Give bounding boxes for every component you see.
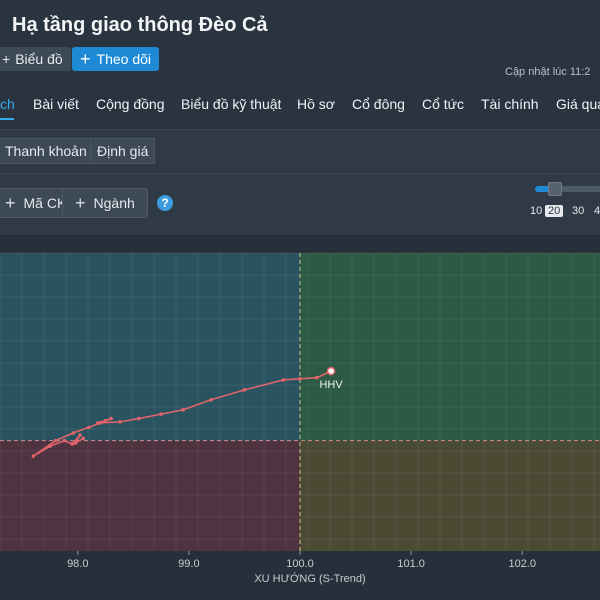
tab-shareholders[interactable]: Cổ đông: [352, 96, 405, 112]
series-point: [242, 388, 247, 392]
industry-button[interactable]: + Ngành: [62, 188, 148, 218]
period-slider-fill: [535, 186, 551, 192]
page-title: Hạ tầng giao thông Đèo Cả: [12, 14, 268, 36]
series-point: [48, 444, 52, 448]
plus-icon: +: [80, 49, 91, 69]
series-point: [71, 431, 76, 435]
slider-tick-20[interactable]: 20: [545, 205, 564, 217]
series-label: HHV: [319, 379, 343, 391]
follow-button[interactable]: + Theo dõi: [72, 47, 159, 71]
series-point: [137, 416, 141, 421]
slider-tick-30[interactable]: 30: [572, 205, 585, 217]
series-point: [103, 418, 108, 423]
series-point: [81, 436, 86, 441]
page-header: Hạ tầng giao thông Đèo Cả + Biểu đồ + Theo…: [0, 0, 600, 86]
series-point: [209, 397, 213, 402]
tab-dividends[interactable]: Cổ tức: [422, 96, 465, 112]
x-tick-label: 101.0: [397, 558, 425, 570]
series-point: [62, 438, 67, 443]
series-point: [181, 407, 186, 412]
subtab-liquidity[interactable]: Thanh khoản: [0, 138, 94, 164]
x-tick-label: 102.0: [508, 558, 536, 570]
plus-icon: +: [5, 193, 16, 213]
quadrant-lagging: [0, 440, 300, 551]
x-tick-label: 99.0: [178, 558, 199, 570]
tab-financials[interactable]: Tài chính: [481, 96, 539, 112]
slider-tick-40[interactable]: 4: [594, 205, 600, 217]
chart-controls: + Mã CK + Ngành: [0, 174, 600, 236]
subtab-valuation[interactable]: Định giá: [90, 138, 156, 164]
chart-button-label: Biểu đồ: [15, 51, 63, 67]
tab-articles[interactable]: Bài viết: [33, 96, 79, 112]
series-point: [70, 442, 75, 446]
ticker-button-label: Mã CK: [23, 195, 67, 211]
tab-profile[interactable]: Hồ sơ: [297, 96, 335, 112]
tab-price-history[interactable]: Giá quá: [556, 96, 600, 112]
series-point: [31, 454, 36, 458]
x-tick-label: 100.0: [286, 558, 314, 570]
x-tick-label: 98.0: [67, 558, 88, 570]
industry-button-label: Ngành: [93, 195, 135, 211]
chart-icon: +: [2, 51, 11, 67]
active-tab-indicator: [0, 118, 14, 120]
tab-overview[interactable]: ch: [0, 96, 15, 112]
rotation-chart-svg: 98.0 99.0 100.0 101.0 102.0 XU HƯỚNG (S-Trend…: [0, 252, 600, 585]
series-point: [53, 438, 58, 443]
tab-bar: ch Bài viết Cộng đồng Biểu đồ kỹ thuật H…: [0, 86, 600, 130]
chart-button[interactable]: + Biểu đồ: [0, 47, 71, 71]
series-point: [78, 433, 82, 437]
slider-tick-10[interactable]: 10: [530, 205, 543, 217]
series-point: [73, 441, 78, 445]
series-point: [87, 425, 91, 430]
series-point: [314, 375, 319, 380]
x-axis-label: XU HƯỚNG (S-Trend): [254, 572, 365, 585]
help-icon[interactable]: ?: [157, 195, 173, 211]
period-slider-track[interactable]: [535, 186, 600, 192]
follow-button-label: Theo dõi: [96, 51, 151, 67]
series-point: [109, 416, 113, 421]
plus-icon: +: [75, 193, 86, 213]
period-slider-handle[interactable]: [548, 182, 562, 196]
series-point: [95, 421, 100, 425]
quadrant-weakening: [300, 440, 600, 551]
quadrant-improving: [0, 253, 300, 441]
rotation-chart: 98.0 99.0 100.0 101.0 102.0 XU HƯỚNG (S-Trend…: [0, 236, 600, 600]
tab-community[interactable]: Cộng đồng: [96, 96, 165, 112]
series-point: [281, 378, 286, 382]
tab-technical-chart[interactable]: Biểu đồ kỹ thuật: [181, 96, 282, 112]
quadrant-leading: [300, 253, 600, 441]
series-point: [298, 377, 302, 381]
updated-time: Cập nhật lúc 11:2: [505, 66, 591, 78]
subtab-bar: Thanh khoản Định giá: [0, 130, 600, 174]
series-head-point: [326, 366, 336, 376]
series-point: [118, 420, 122, 424]
series-point: [159, 412, 163, 416]
